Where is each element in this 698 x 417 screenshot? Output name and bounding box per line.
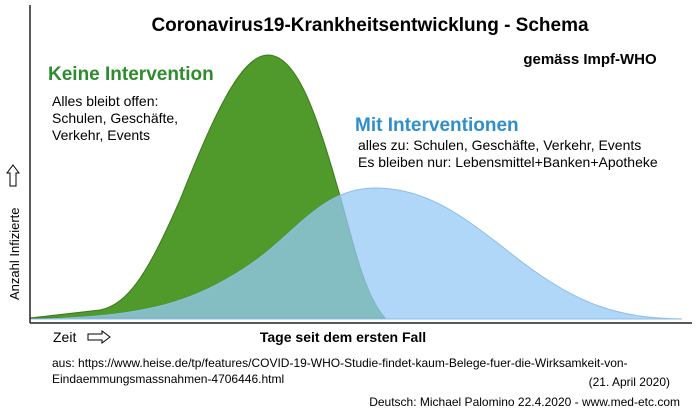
- label-interventions: Mit Interventionen: [355, 115, 519, 136]
- desc-line: Es bleiben nur: Lebensmittel+Banken+Apot…: [358, 154, 658, 170]
- label-no-intervention: Keine Intervention: [48, 64, 214, 85]
- y-axis-label: Anzahl Infizierte: [7, 208, 22, 301]
- desc-line: Alles bleibt offen:: [52, 93, 158, 109]
- curve-interventions: [29, 187, 683, 320]
- source-line: aus: https://www.heise.de/tp/features/CO…: [52, 356, 628, 370]
- credit: Deutsch: Michael Palomino 22.4.2020 - ww…: [369, 395, 680, 409]
- source-line: Eindaemmungsmassnahmen-4706446.html: [52, 372, 284, 386]
- desc-line: alles zu: Schulen, Geschäfte, Verkehr, E…: [358, 137, 641, 153]
- up-arrow: [6, 164, 20, 187]
- desc-line: Schulen, Geschäfte,: [52, 110, 178, 126]
- subtitle: gemäss Impf-WHO: [523, 51, 657, 68]
- x-axis-label: Tage seit dem ersten Fall: [260, 329, 426, 345]
- title: Coronavirus19-Krankheitsentwicklung - Sc…: [151, 15, 589, 36]
- right-arrow: [87, 330, 111, 344]
- desc-line: Verkehr, Events: [52, 127, 150, 143]
- time-label: Zeit: [53, 329, 76, 345]
- source-date: (21. April 2020): [589, 375, 670, 389]
